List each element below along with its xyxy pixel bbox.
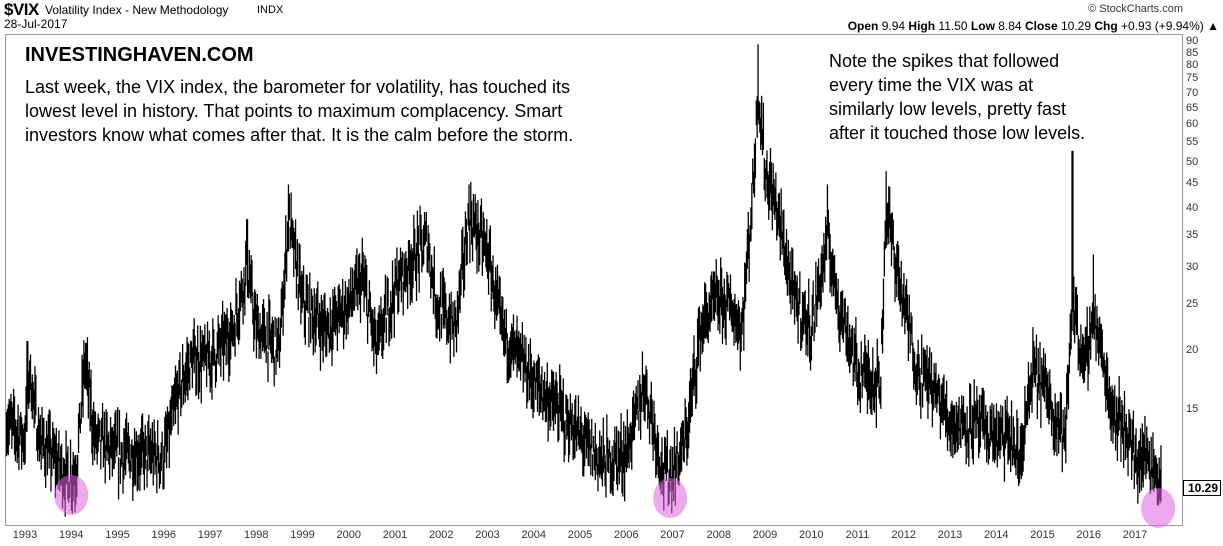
- y-tick-label: 20: [1186, 344, 1199, 357]
- x-tick-label: 2000: [336, 529, 361, 541]
- x-tick-label: 2010: [799, 529, 824, 541]
- low-label: Low: [970, 19, 995, 33]
- x-tick-label: 1994: [59, 529, 84, 541]
- y-tick-label: 40: [1186, 201, 1199, 214]
- brand-annotation: INVESTINGHAVEN.COM: [25, 44, 254, 66]
- y-tick-label: 45: [1186, 177, 1199, 190]
- y-tick-label: 70: [1186, 86, 1199, 99]
- x-tick-label: 2007: [660, 529, 685, 541]
- open-label: Open: [847, 19, 879, 33]
- high-label: High: [908, 19, 936, 33]
- x-tick-label: 1993: [12, 529, 38, 541]
- y-tick-label: 60: [1186, 118, 1199, 131]
- x-tick-label: 2013: [937, 529, 963, 541]
- y-tick-label: 90: [1186, 35, 1199, 47]
- ohlc-readout: Open 9.94 High 11.50 Low 8.84 Close 10.2…: [848, 19, 1219, 33]
- last-value-tag: 10.29: [1183, 480, 1222, 496]
- y-tick-label: 75: [1186, 72, 1199, 85]
- open-value: 9.94: [881, 19, 906, 33]
- x-tick-label: 1998: [244, 529, 269, 541]
- x-tick-label: 2008: [706, 529, 731, 541]
- x-tick-label: 2002: [429, 529, 454, 541]
- exchange: INDX: [257, 4, 284, 16]
- y-tick-label: 65: [1186, 101, 1199, 114]
- x-tick-label: 2017: [1122, 529, 1148, 541]
- x-tick-label: 2011: [845, 529, 870, 541]
- x-tick-label: 2004: [521, 529, 546, 541]
- x-tick-label: 2009: [752, 529, 778, 541]
- x-tick-label: 2016: [1076, 529, 1101, 541]
- x-tick-label: 2015: [1030, 529, 1055, 541]
- right-annotation: Note the spikes that followed every time…: [829, 51, 1086, 143]
- high-value: 11.50: [938, 19, 968, 33]
- x-tick-label: 2001: [382, 529, 408, 541]
- left-annotation: Last week, the VIX index, the barometer …: [25, 77, 574, 145]
- y-tick-label: 85: [1186, 46, 1199, 59]
- low-highlight-circle: [653, 478, 688, 518]
- y-tick-label: 55: [1186, 136, 1199, 149]
- chg-value: +0.93 (+9.94%): [1121, 19, 1204, 33]
- y-tick-label: 50: [1186, 155, 1199, 168]
- y-tick-label: 25: [1186, 298, 1199, 311]
- low-value: 8.84: [998, 19, 1022, 33]
- x-tick-label: 2006: [614, 529, 639, 541]
- close-value: 10.29: [1060, 19, 1092, 33]
- plot-frame: [5, 34, 1183, 526]
- x-tick-label: 1997: [197, 529, 223, 541]
- x-tick-label: 1995: [105, 529, 130, 541]
- low-highlight-circle: [54, 475, 89, 515]
- x-tick-label: 2003: [475, 529, 500, 541]
- x-tick-label: 1999: [290, 529, 315, 541]
- x-tick-label: 1996: [151, 529, 176, 541]
- x-tick-label: 2014: [984, 529, 1009, 541]
- y-tick-label: 15: [1186, 403, 1199, 416]
- chg-label: Chg: [1094, 19, 1118, 33]
- y-tick-label: 80: [1186, 59, 1199, 72]
- y-tick-label: 35: [1186, 229, 1199, 242]
- y-tick-label: 30: [1186, 260, 1199, 273]
- close-label: Close: [1024, 19, 1058, 33]
- symbol-description: Volatility Index - New Methodology: [45, 3, 229, 17]
- symbol: $VIX: [4, 0, 39, 19]
- x-tick-label: 2005: [567, 529, 593, 541]
- x-tick-label: 2012: [891, 529, 916, 541]
- triangle-up-icon: ▲: [1207, 19, 1219, 33]
- copyright: © StockCharts.com: [1088, 3, 1183, 15]
- chart-date: 28-Jul-2017: [4, 17, 68, 31]
- low-highlight-circle: [1141, 488, 1176, 528]
